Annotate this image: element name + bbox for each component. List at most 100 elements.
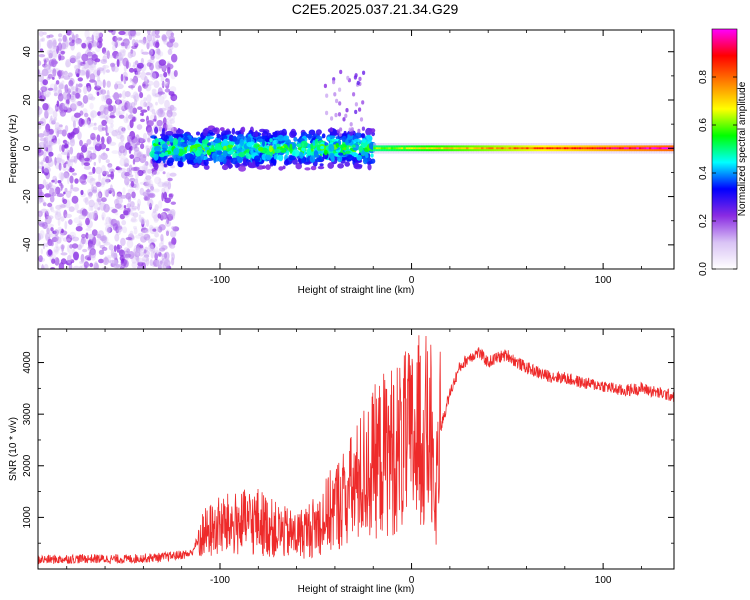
heatmap-cell — [156, 259, 163, 268]
heatmap-cell — [54, 257, 60, 266]
heatmap-cell — [511, 147, 515, 150]
heatmap-cell — [362, 157, 368, 165]
heatmap-cell — [352, 144, 356, 148]
heatmap-cell — [65, 59, 71, 68]
heatmap-cell — [88, 194, 92, 199]
heatmap-cell — [62, 172, 69, 180]
heatmap-cell — [139, 112, 144, 116]
heatmap-cell — [68, 80, 74, 87]
heatmap-cell — [538, 147, 542, 150]
heatmap-cell — [116, 133, 124, 140]
heatmap-cell — [623, 147, 627, 150]
heatmap-cell — [92, 236, 97, 246]
heatmap-cell — [47, 215, 54, 220]
heatmap-cell — [370, 153, 374, 158]
heatmap-cell — [239, 138, 244, 147]
heatmap-cell — [64, 187, 68, 193]
heatmap-cell — [78, 220, 82, 226]
heatmap-cell — [137, 106, 143, 110]
heatmap-cell — [166, 117, 174, 121]
heatmap-cell — [232, 135, 237, 142]
colorbar-gradient — [711, 28, 738, 270]
heatmap-cell — [78, 69, 86, 76]
heatmap-cell — [140, 39, 146, 44]
heatmap-cell — [118, 93, 122, 98]
snr-y-tick-label: 1000 — [22, 506, 33, 529]
heatmap-cell — [177, 160, 183, 168]
heatmap-cell — [43, 140, 49, 150]
heatmap-cell — [581, 147, 585, 150]
heatmap-cell — [52, 118, 56, 124]
heatmap-cell — [643, 147, 647, 150]
heatmap-cell — [70, 184, 74, 190]
heatmap-cell — [149, 57, 155, 65]
heatmap-cell — [90, 112, 95, 121]
heatmap-cell — [137, 264, 142, 269]
heatmap-cell — [325, 110, 329, 116]
heatmap-cell — [168, 193, 173, 200]
heatmap-cell — [358, 107, 362, 112]
heatmap-cell — [54, 178, 58, 185]
heatmap-cell — [57, 153, 63, 162]
heatmap-cell — [124, 162, 129, 167]
snr-x-axis-label: Height of straight line (km) — [298, 584, 415, 595]
heatmap-cell — [134, 39, 139, 45]
heatmap-cell — [43, 64, 51, 71]
heatmap-cell — [101, 214, 104, 220]
heatmap-cell — [61, 40, 69, 50]
spectrogram-panel: -100 0 100 -40 -20 0 20 40 Height of straight l… — [8, 29, 675, 296]
heatmap-cell — [357, 128, 361, 134]
heatmap-cell — [94, 35, 99, 41]
heatmap-cell — [367, 163, 372, 171]
heatmap-cell — [140, 227, 148, 233]
heatmap-cell — [375, 147, 379, 150]
heatmap-cell — [158, 242, 164, 249]
heatmap-cell — [152, 228, 157, 232]
heatmap-cell — [67, 244, 70, 253]
heatmap-cell — [329, 135, 336, 139]
heatmap-cell — [222, 135, 228, 140]
heatmap-cell — [576, 147, 580, 150]
heatmap-cell — [273, 154, 278, 160]
heatmap-cell — [626, 147, 630, 150]
heatmap-cell — [154, 126, 159, 134]
heatmap-cell — [78, 39, 82, 46]
heatmap-cell — [103, 51, 109, 56]
heatmap-cell — [96, 67, 105, 72]
heatmap-cell — [175, 129, 184, 135]
heatmap-cell — [250, 148, 254, 155]
heatmap-cell — [358, 76, 362, 82]
heatmap-cell — [151, 71, 160, 79]
heatmap-cell — [415, 147, 419, 150]
heatmap-cell — [76, 223, 83, 227]
heatmap-cell — [74, 34, 78, 44]
heatmap-cell — [327, 162, 335, 169]
heatmap-cell — [152, 208, 157, 214]
heatmap-cell — [405, 147, 409, 150]
heatmap-cell — [146, 79, 150, 83]
heatmap-cell — [606, 147, 610, 150]
heatmap-cell — [102, 64, 107, 74]
heatmap-cell — [88, 171, 93, 175]
heatmap-cell — [153, 218, 159, 223]
heatmap-cell — [74, 64, 79, 73]
heatmap-cell — [54, 156, 57, 166]
chart-title: C2E5.2025.037.21.34.G29 — [291, 1, 459, 17]
heatmap-cell — [112, 94, 118, 98]
heatmap-cell — [89, 212, 92, 221]
heatmap-cell — [362, 138, 366, 143]
heatmap-cell — [533, 147, 537, 150]
heatmap-cell — [361, 100, 365, 105]
heatmap-cell — [155, 41, 160, 49]
heatmap-cell — [148, 49, 154, 56]
heatmap-cell — [57, 218, 61, 227]
heatmap-cell — [571, 147, 575, 150]
heatmap-cell — [145, 72, 151, 76]
heatmap-cell — [450, 147, 454, 150]
heatmap-cell — [506, 147, 510, 150]
heatmap-cell — [153, 80, 160, 88]
heatmap-cell — [56, 129, 65, 135]
heatmap-cell — [165, 130, 174, 136]
heatmap-cell — [172, 116, 175, 121]
heatmap-cell — [393, 147, 397, 150]
